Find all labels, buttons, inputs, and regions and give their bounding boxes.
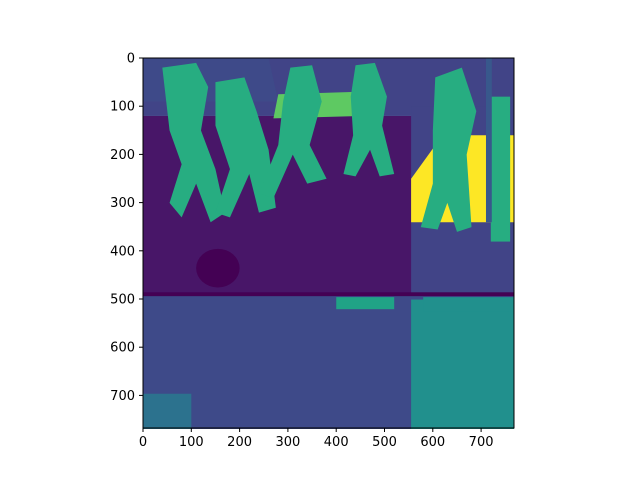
- x-tick-label: 600: [420, 435, 445, 450]
- region-dark-circle: [196, 248, 240, 288]
- segmentation-map-image: [143, 58, 514, 429]
- region-pedestrian-2: [215, 77, 276, 218]
- region-pedestrian-1: [162, 62, 226, 223]
- y-tick-label: 100: [110, 100, 135, 115]
- x-axis: 0 100 200 300 400 500 600 700: [139, 428, 494, 450]
- x-tick-label: 400: [324, 435, 349, 450]
- region-right-lower-block: [411, 299, 514, 429]
- region-pole: [485, 58, 492, 223]
- x-tick-label: 200: [227, 435, 252, 450]
- region-pedestrian-6: [490, 96, 511, 242]
- y-tick-label: 700: [110, 389, 135, 404]
- y-tick-label: 400: [110, 244, 135, 259]
- x-tick-label: 500: [372, 435, 397, 450]
- region-buildings: [143, 58, 279, 102]
- axes-frame: [142, 57, 515, 429]
- region-curb-strip: [336, 297, 395, 310]
- y-axis: 0 100 200 300 400 500 600 700: [110, 52, 143, 404]
- x-tick-label: 300: [275, 435, 300, 450]
- y-tick-label: 200: [110, 148, 135, 163]
- region-pedestrian-4: [343, 62, 395, 177]
- x-tick-label: 100: [179, 435, 204, 450]
- x-tick-label: 0: [139, 435, 147, 450]
- region-curb-line: [143, 292, 514, 297]
- region-right-lower-ledge: [423, 297, 514, 312]
- x-tick-label: 700: [469, 435, 494, 450]
- region-pedestrian-5: [420, 67, 477, 232]
- region-pedestrian-3: [258, 65, 327, 199]
- y-tick-label: 300: [110, 196, 135, 211]
- y-tick-label: 0: [127, 52, 135, 67]
- y-tick-label: 600: [110, 341, 135, 356]
- y-tick-label: 500: [110, 293, 135, 308]
- region-bottom-left-block: [143, 393, 192, 429]
